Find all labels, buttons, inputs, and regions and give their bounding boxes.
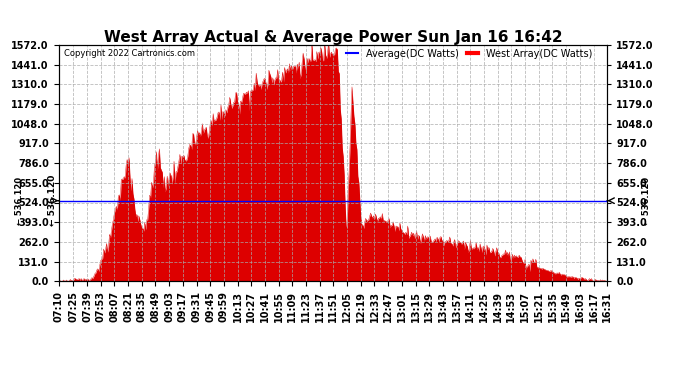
Text: ← 536.120: ← 536.120 xyxy=(642,177,651,225)
Text: ← 536.120: ← 536.120 xyxy=(15,177,24,225)
Text: ← 536.120: ← 536.120 xyxy=(48,175,57,226)
Title: West Array Actual & Average Power Sun Jan 16 16:42: West Array Actual & Average Power Sun Ja… xyxy=(104,30,562,45)
Legend: Average(DC Watts), West Array(DC Watts): Average(DC Watts), West Array(DC Watts) xyxy=(342,45,596,63)
Text: Copyright 2022 Cartronics.com: Copyright 2022 Cartronics.com xyxy=(64,48,195,57)
